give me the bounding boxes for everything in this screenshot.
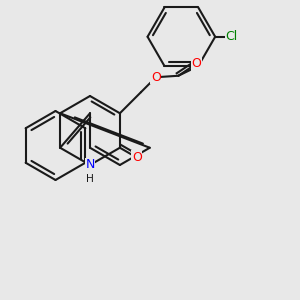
Text: O: O [151, 71, 161, 84]
Text: Cl: Cl [226, 30, 238, 43]
Text: H: H [86, 173, 94, 184]
Text: N: N [85, 158, 95, 172]
Text: O: O [191, 57, 201, 70]
Text: O: O [132, 151, 142, 164]
